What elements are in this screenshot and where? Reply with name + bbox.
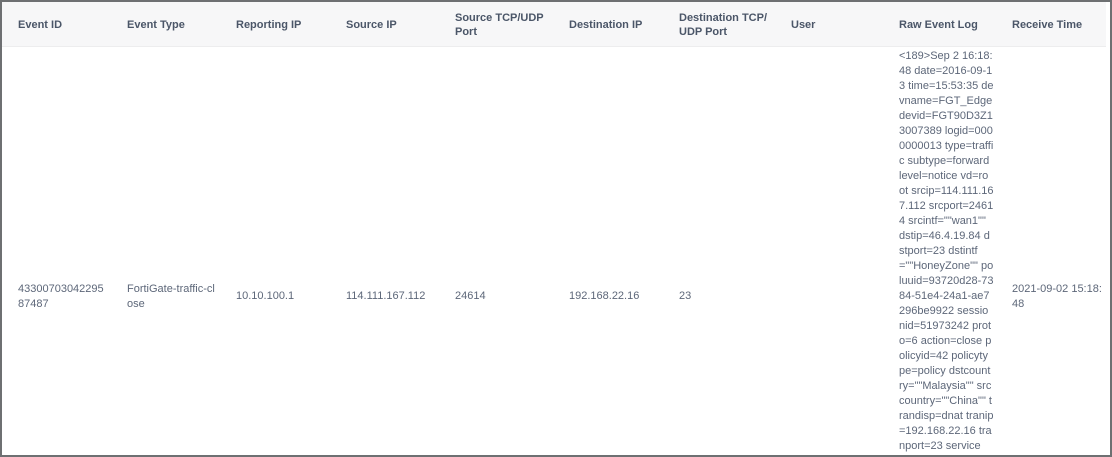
- column-header-source-ip[interactable]: Source IP: [330, 2, 439, 47]
- table-row[interactable]: 4330070304229587487 FortiGate-traffic-cl…: [2, 46, 1106, 455]
- cell-source-port: 24614: [439, 46, 553, 455]
- column-header-destination-ip[interactable]: Destination IP: [553, 2, 663, 47]
- column-header-raw-event-log[interactable]: Raw Event Log: [883, 2, 996, 47]
- cell-reporting-ip: 10.10.100.1: [220, 46, 330, 455]
- header-row: Event ID Event Type Reporting IP Source …: [2, 2, 1106, 47]
- cell-destination-port: 23: [663, 46, 775, 455]
- column-header-event-type[interactable]: Event Type: [111, 2, 220, 47]
- cell-source-ip: 114.111.167.112: [330, 46, 439, 455]
- column-header-event-id[interactable]: Event ID: [2, 2, 111, 47]
- cell-destination-ip: 192.168.22.16: [553, 46, 663, 455]
- column-header-receive-time[interactable]: Receive Time: [996, 2, 1106, 47]
- cell-raw-event-log: <189>Sep 2 16:18:48 date=2016-09-13 time…: [883, 46, 996, 455]
- column-header-destination-port[interactable]: Destination TCP/UDP Port: [663, 2, 775, 47]
- cell-event-id: 4330070304229587487: [2, 46, 111, 455]
- column-header-reporting-ip[interactable]: Reporting IP: [220, 2, 330, 47]
- column-header-source-port[interactable]: Source TCP/UDP Port: [439, 2, 553, 47]
- cell-event-type: FortiGate-traffic-close: [111, 46, 220, 455]
- column-header-user[interactable]: User: [775, 2, 883, 47]
- cell-user: [775, 46, 883, 455]
- cell-receive-time: 2021-09-02 15:18:48: [996, 46, 1106, 455]
